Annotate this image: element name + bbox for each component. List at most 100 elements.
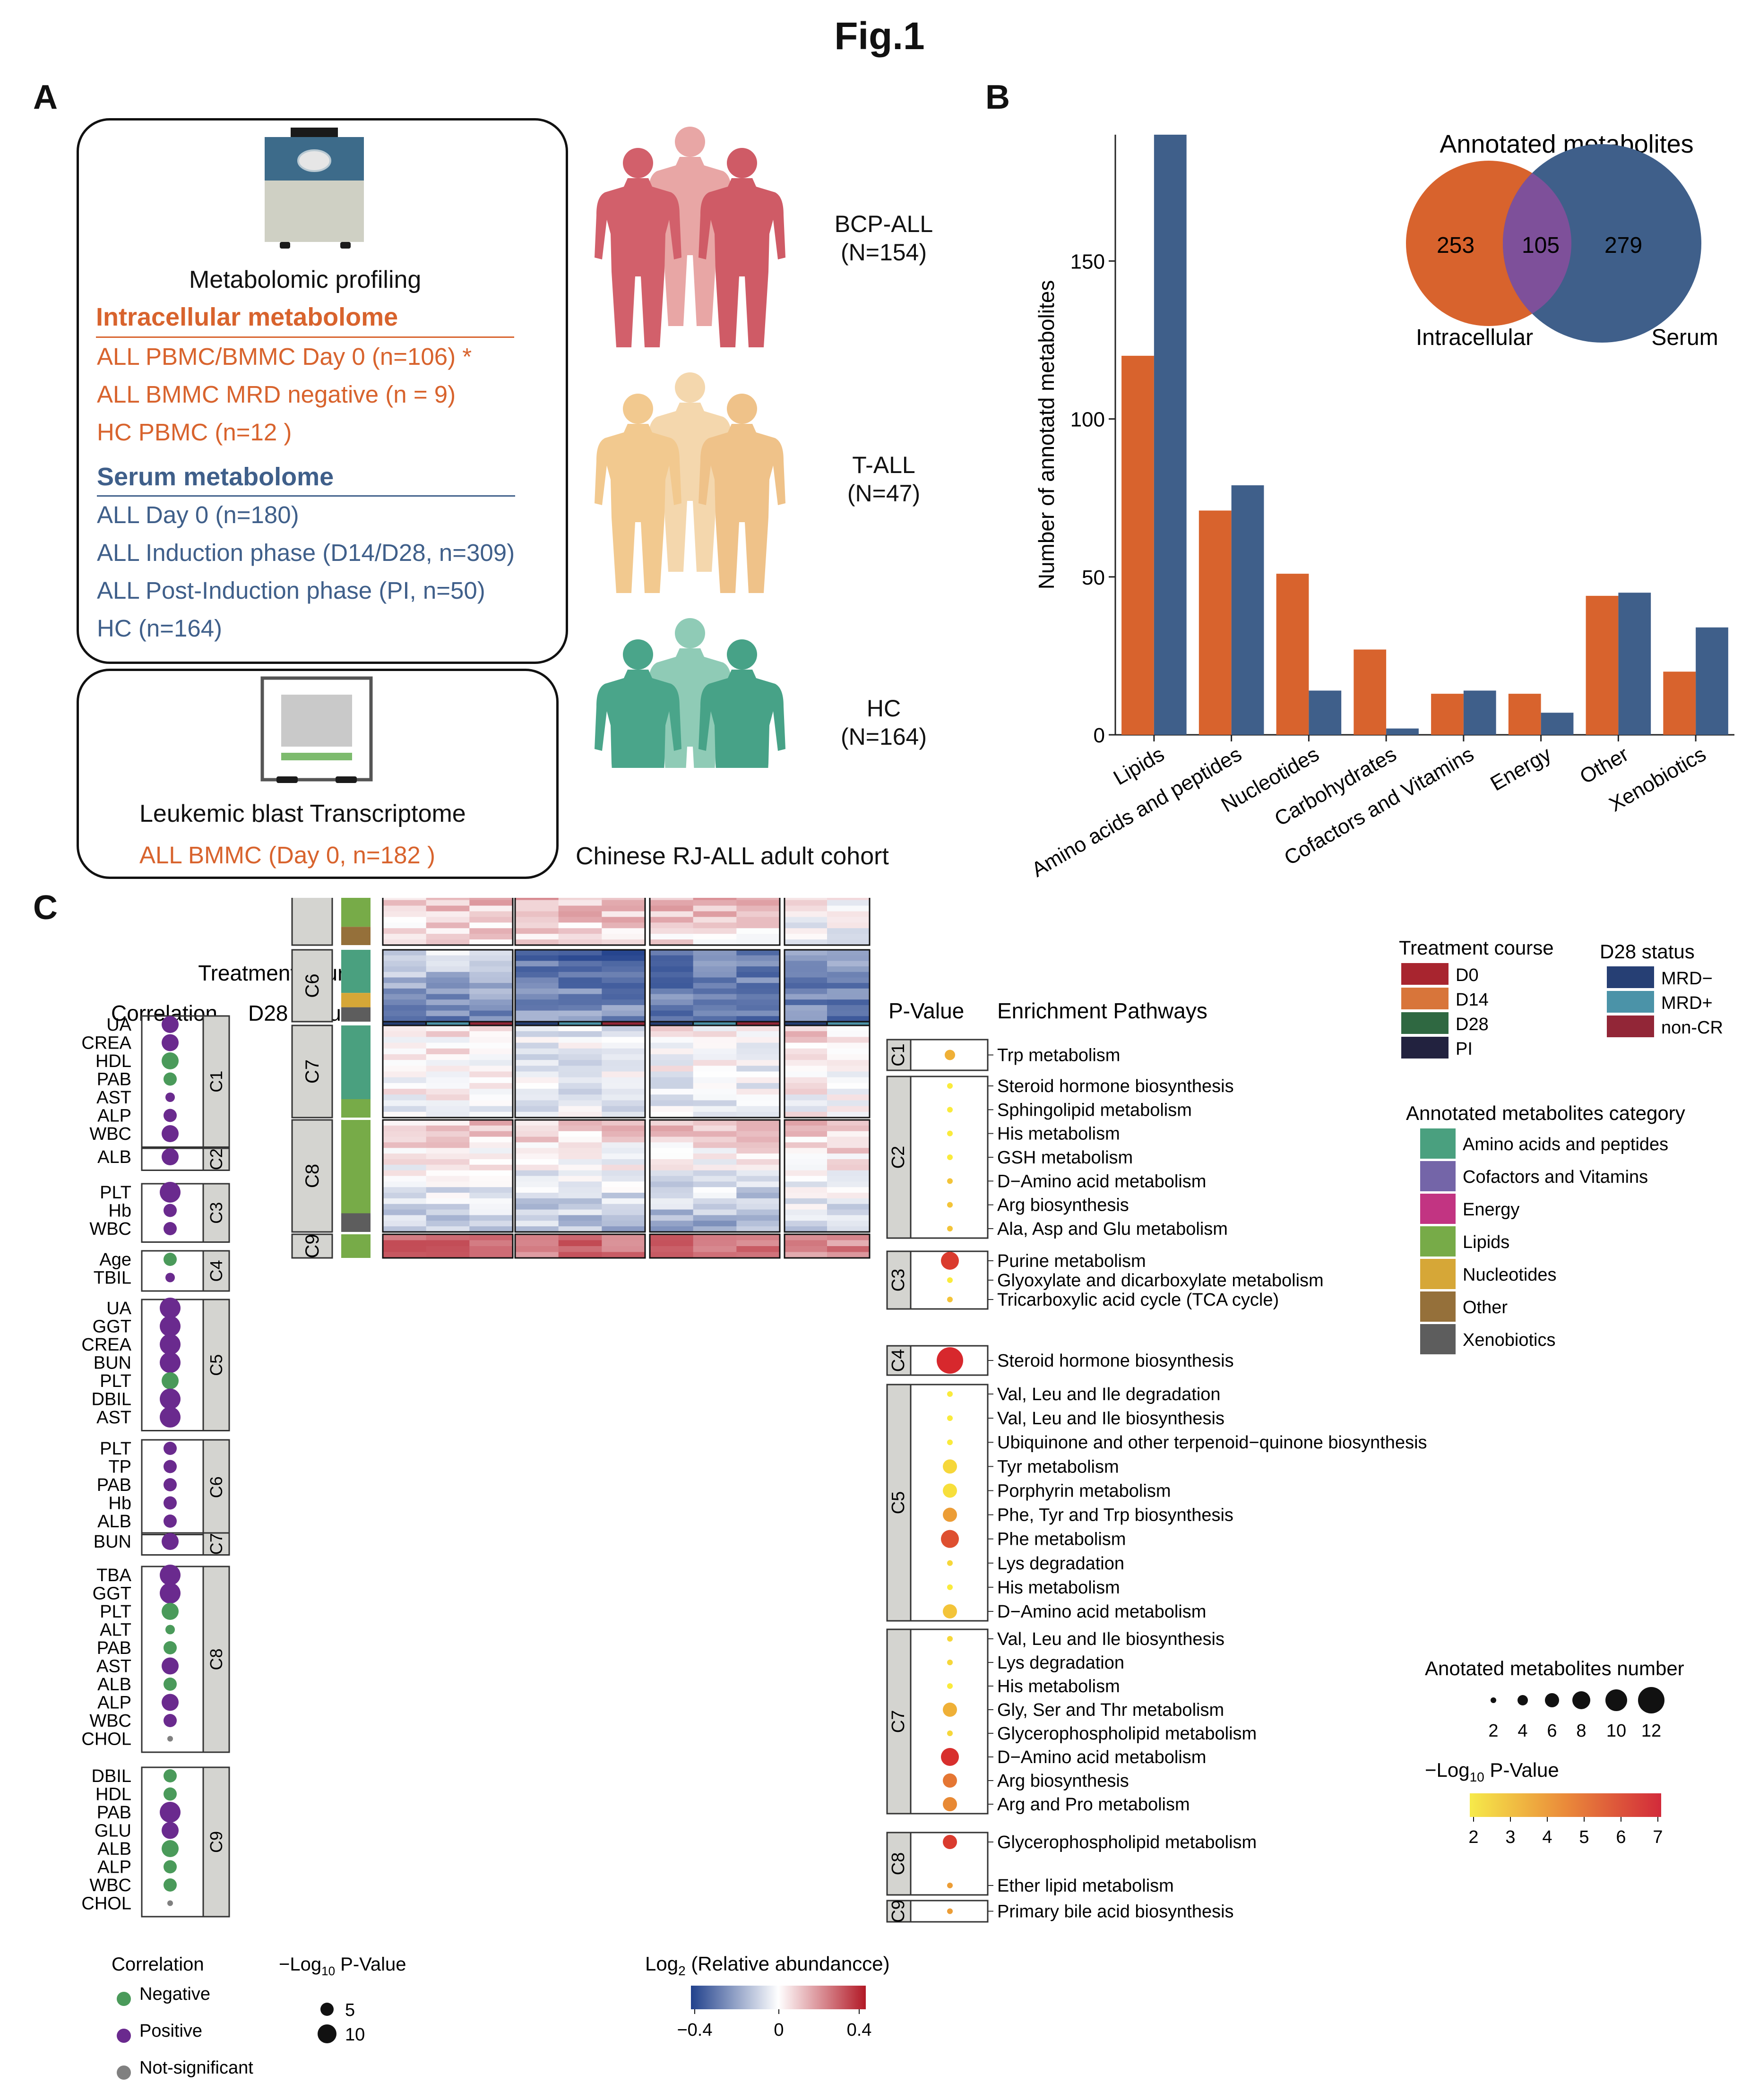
heatmap-cell: [693, 1170, 737, 1176]
heatmap-cell: [693, 898, 737, 901]
heatmap-cell: [693, 966, 737, 973]
heatmap-cell: [736, 1016, 780, 1022]
heatmap-cell: [515, 1083, 559, 1089]
heatmap-cell: [426, 934, 470, 940]
cohort-hc-name: HC: [866, 695, 901, 722]
heatmap-cell: [827, 917, 870, 923]
heatmap-cell: [469, 1209, 513, 1215]
x-tick-label: Energy: [1486, 742, 1555, 795]
correlation-dot: [167, 1736, 173, 1742]
correlation-variable-label: AST: [96, 1408, 131, 1428]
heatmap-cell: [426, 1131, 470, 1137]
heatmap-cell: [602, 917, 646, 923]
heatmap-cell: [602, 1187, 646, 1193]
heatmap-cell: [515, 1066, 559, 1072]
y-tick-label: 0: [1094, 724, 1105, 747]
heatmap-cell: [827, 983, 870, 989]
heatmap-cell: [469, 911, 513, 917]
venn-overlap-count: 105: [1522, 233, 1560, 258]
heatmap-cell: [602, 1209, 646, 1215]
heatmap-cell: [383, 1234, 427, 1240]
heatmap-cell: [383, 1037, 427, 1043]
size-legend-dot: [1605, 1689, 1627, 1711]
heatmap-cell: [515, 939, 559, 946]
pathway-label: Glycerophospholipid metabolism: [997, 1833, 1257, 1852]
heatmap-cell: [558, 928, 602, 934]
correlation-variable-label: GLU: [95, 1821, 131, 1841]
correlation-dot: [160, 1182, 181, 1203]
heatmap-cell: [785, 1136, 828, 1143]
heatmap-cell: [469, 983, 513, 989]
panel-c-heatmap-figure: D0 D14 D28 PI Treatment course Correlation D28…: [81, 898, 1723, 2080]
heatmap-cell: [558, 1016, 602, 1022]
heatmap-cell: [469, 1153, 513, 1160]
heatmap-cell: [693, 1204, 737, 1210]
heatmap-cell: [383, 1170, 427, 1176]
heatmap-cell: [515, 922, 559, 929]
correlation-dot: [162, 1016, 179, 1033]
heatmap-cell: [785, 961, 828, 967]
heatmap-cell: [558, 1193, 602, 1199]
cohort-tall-name: T-ALL: [852, 452, 915, 478]
heatmap-cell: [693, 939, 737, 946]
legend-swatch: [1607, 1016, 1654, 1037]
heatmap-cell: [693, 1077, 737, 1084]
heatmap-cell: [469, 1037, 513, 1043]
category-bar: [341, 1081, 371, 1099]
heatmap-cell: [383, 939, 427, 946]
correlation-variable-label: GGT: [93, 1317, 131, 1337]
heatmap-cell: [515, 1131, 559, 1137]
heatmap-cell: [785, 1100, 828, 1107]
heatmap-cell: [693, 1187, 737, 1193]
y-axis-label: Number of annotatd metabolites: [1034, 280, 1059, 590]
heatmap-cell: [383, 1100, 427, 1107]
heatmap-cell: [602, 1077, 646, 1084]
heatmap-cell: [785, 1246, 828, 1252]
heatmap-cell: [426, 898, 470, 901]
intracellular-item: ALL BMMC MRD negative (n = 9): [97, 381, 456, 408]
heatmap-cell: [469, 1193, 513, 1199]
legend-correlation-label: Not-significant: [139, 2058, 253, 2078]
heatmap-cell: [469, 1083, 513, 1089]
heatmap-cell: [650, 911, 694, 917]
size-legend-label: 8: [1576, 1721, 1586, 1741]
y-tick-label: 50: [1082, 566, 1105, 589]
serum-item: HC (n=164): [97, 615, 223, 642]
heatmap-cell: [426, 917, 470, 923]
heatmap-cell: [827, 911, 870, 917]
heatmap-cell: [602, 1031, 646, 1037]
heatmap-cell: [426, 1193, 470, 1199]
heatmap-cell: [602, 934, 646, 940]
heatmap-cell: [785, 911, 828, 917]
heatmap-block: [649, 1233, 781, 1259]
heatmap-cell: [827, 1111, 870, 1118]
heatmap-cell: [785, 1111, 828, 1118]
heatmap-cell: [785, 1187, 828, 1193]
heatmap-cell: [383, 1187, 427, 1193]
correlation-dot: [160, 1388, 181, 1410]
heatmap-cell: [827, 994, 870, 1000]
correlation-variable-label: CHOL: [81, 1730, 131, 1749]
heatmap-cell: [515, 1153, 559, 1160]
correlation-cluster-box: [202, 1183, 230, 1243]
pathway-cluster-label: C3: [888, 1269, 908, 1292]
correlation-variable-label: PLT: [100, 1371, 131, 1391]
heatmap-cell: [426, 1016, 470, 1022]
heatmap-cell: [602, 1025, 646, 1032]
pathway-label: Tricarboxylic acid cycle (TCA cycle): [997, 1290, 1279, 1310]
heatmap-cell: [827, 1083, 870, 1089]
pathway-label: Trp metabolism: [997, 1046, 1120, 1066]
heatmap-cell: [515, 1181, 559, 1188]
heatmap-cell: [693, 1016, 737, 1022]
correlation-dot: [162, 1052, 179, 1069]
heatmap-cell: [383, 972, 427, 978]
heatmap-cell: [515, 966, 559, 973]
heatmap-cell: [785, 1193, 828, 1199]
heatmap-cell: [558, 1094, 602, 1101]
pathway-dot: [947, 1636, 953, 1642]
heatmap-block: [649, 949, 781, 1023]
heatmap-cell: [469, 1221, 513, 1227]
heatmap-cell: [558, 1234, 602, 1240]
heatmap-cell: [558, 905, 602, 912]
heatmap-cell: [515, 977, 559, 983]
